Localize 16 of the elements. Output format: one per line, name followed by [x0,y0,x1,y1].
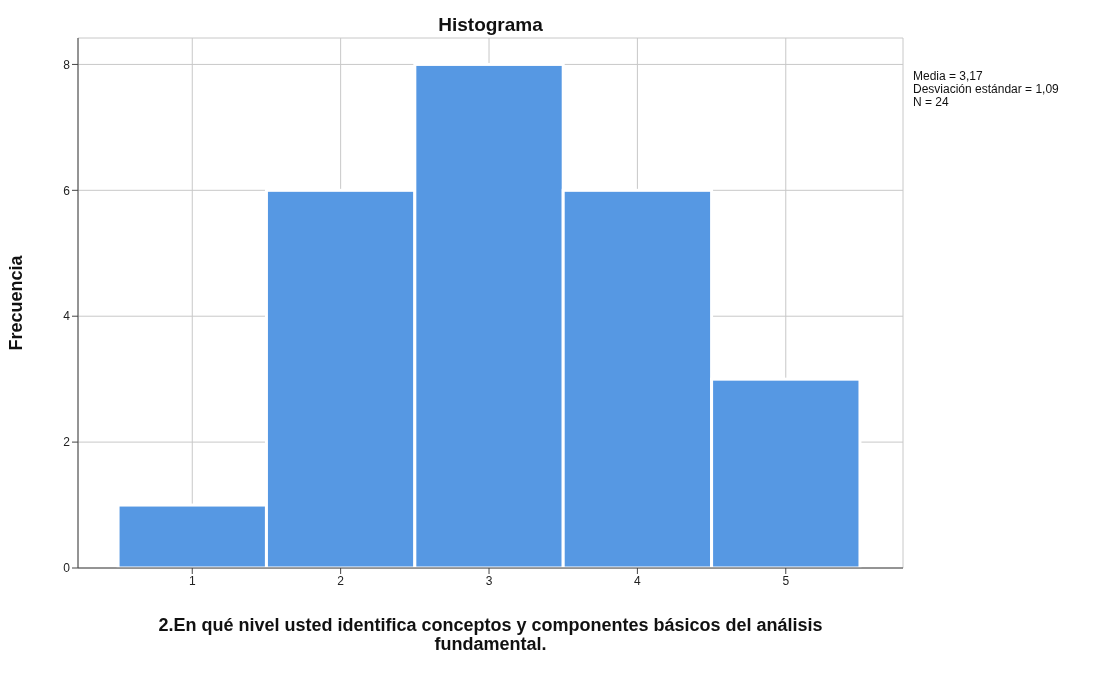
x-tick-label: 3 [485,573,493,588]
text: N = 24 [913,95,950,109]
text: Desviación estándar = 1,09 [913,82,1059,96]
y-axis-title: Frecuencia [6,254,27,351]
y-tick-label: 2 [63,435,71,450]
y-tick-label: 4 [63,309,71,324]
y-tick-label: 0 [63,561,71,576]
text: Media = 3,17 [913,69,984,83]
y-tick-label: 6 [63,183,71,198]
y-tick-label: 8 [63,57,71,72]
x-tick-label: 2 [337,573,345,588]
x-tick-label: 1 [188,573,196,588]
x-tick-label: 5 [782,573,790,588]
x-tick-label: 4 [634,573,642,588]
chart-title: Histograma [437,14,544,36]
x-axis-title: 2.En qué nivel usted identifica conceptos y componentes básicos del análisis fundamental. [157,615,824,654]
